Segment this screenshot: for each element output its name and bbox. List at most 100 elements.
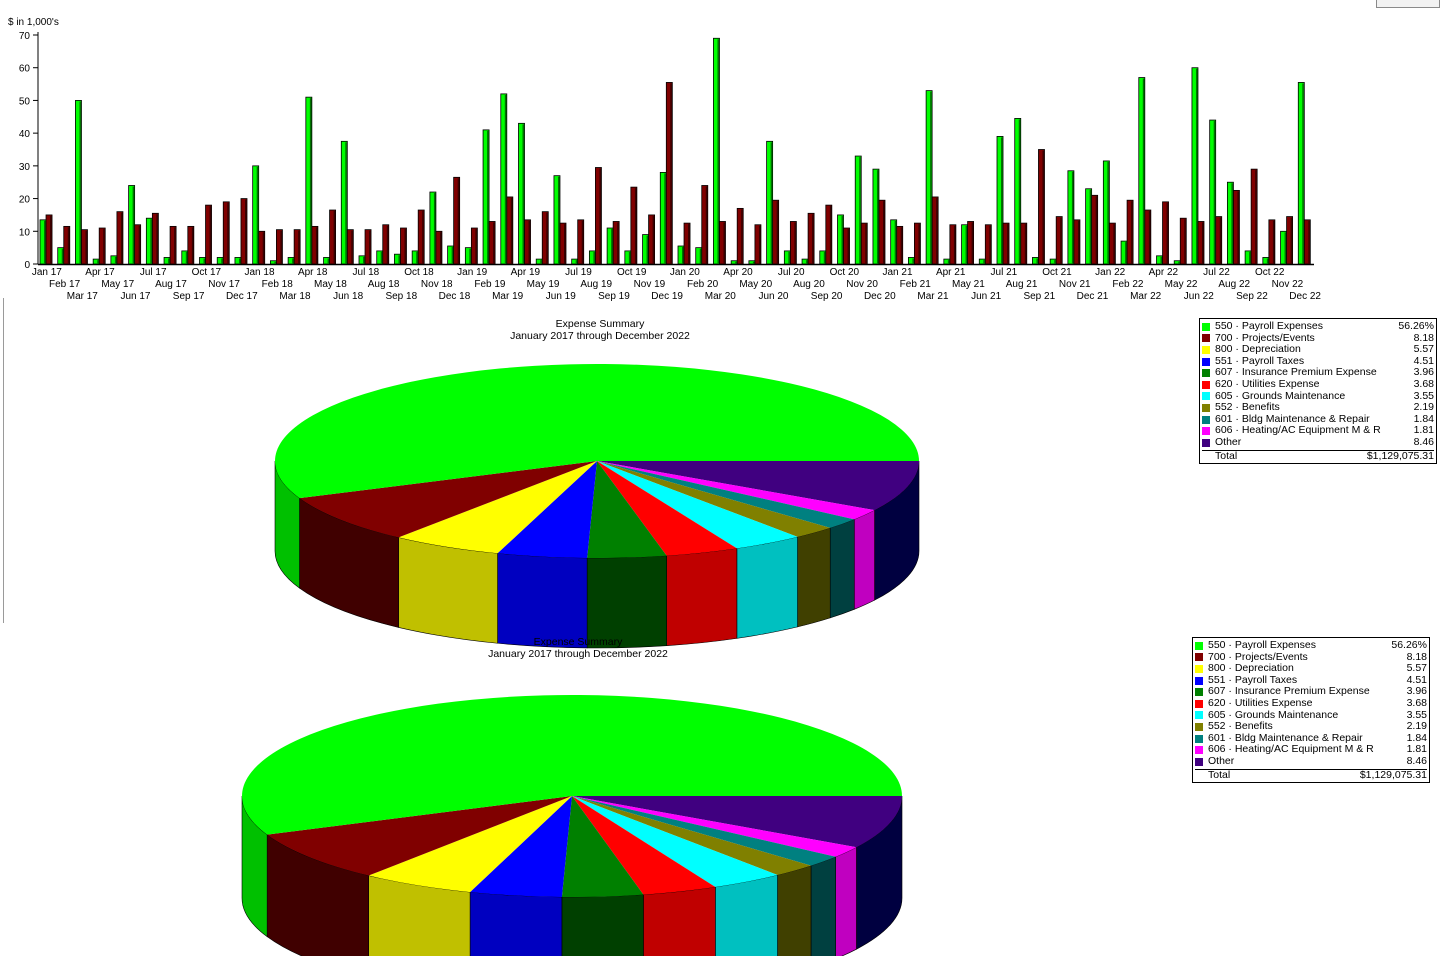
bar-face	[75, 100, 82, 265]
bar-shade	[274, 261, 277, 264]
pie-slice-side	[853, 509, 875, 610]
bar-face	[1215, 216, 1223, 265]
bar	[571, 258, 579, 265]
bar-face	[996, 136, 1004, 265]
bar-face	[754, 224, 762, 265]
bar-shade	[900, 227, 903, 264]
bar-face	[984, 224, 992, 265]
legend-value: 56.26%	[1391, 639, 1427, 651]
x-tick-label: Nov 20	[846, 279, 878, 290]
bar-shade	[628, 251, 631, 264]
bar-face	[701, 185, 709, 265]
legend-swatch	[1195, 676, 1203, 685]
bar-shade	[44, 220, 46, 264]
bar-shade	[688, 224, 690, 264]
legend-swatch	[1195, 711, 1203, 720]
legend-label: 700 · Projects/Events	[1208, 651, 1308, 663]
x-tick-label: Sep 20	[811, 291, 843, 302]
bar	[1014, 118, 1022, 265]
bar	[719, 221, 726, 265]
pie-slice-side	[777, 865, 812, 956]
bar-face	[470, 227, 478, 265]
bar	[163, 257, 171, 265]
legend-label: 551 · Payroll Taxes	[1215, 355, 1305, 367]
legend-total-value: $1,129,075.31	[1366, 449, 1434, 462]
bar-shade	[882, 201, 885, 264]
pie-slice	[597, 461, 875, 520]
bar-shade	[1018, 119, 1021, 265]
bar	[323, 257, 330, 265]
bar-shade	[150, 219, 152, 264]
bar	[713, 37, 720, 265]
bar-shade	[1071, 171, 1074, 264]
bar-shade	[1184, 219, 1186, 264]
bar	[1038, 149, 1045, 265]
bar-shade	[971, 222, 974, 264]
bar-face	[340, 140, 348, 265]
x-tick-label: Dec 22	[1289, 291, 1321, 302]
x-tick-label: May 22	[1165, 279, 1198, 290]
pie-slice	[587, 461, 667, 559]
bar-shade	[646, 235, 649, 264]
bar-shade	[493, 222, 495, 264]
bar-shade	[156, 214, 158, 264]
bar	[116, 211, 124, 265]
bar-shade	[741, 209, 743, 264]
pie-slice	[267, 796, 572, 876]
bar	[205, 204, 212, 265]
legend-label: 601 · Bldg Maintenance & Repair	[1208, 732, 1363, 744]
bar-face	[772, 199, 780, 265]
pie-slice-side	[469, 891, 563, 956]
bar	[553, 175, 561, 265]
x-tick-label: Jun 17	[120, 291, 150, 302]
bar-shade	[1255, 170, 1257, 264]
bar-shade	[930, 91, 932, 264]
pie-2-title-block: Expense Summary January 2017 through Dec…	[418, 636, 738, 660]
bar-shade	[1213, 121, 1216, 264]
toolbar-button-stub[interactable]	[1376, 0, 1440, 8]
x-tick-label: Dec 21	[1077, 291, 1109, 302]
bar	[1262, 257, 1270, 265]
bar	[518, 122, 525, 265]
bar	[464, 247, 472, 265]
bar-shade	[79, 101, 82, 264]
x-tick-label: Jun 18	[333, 291, 363, 302]
x-tick-label: Jan 21	[883, 267, 913, 278]
bar-shade	[1284, 232, 1287, 264]
bar-shade	[351, 230, 353, 264]
bar	[878, 199, 886, 265]
x-tick-label: May 18	[314, 279, 347, 290]
pie-1-title-block: Expense Summary January 2017 through Dec…	[440, 318, 760, 342]
pie-slice-side	[398, 537, 498, 644]
pie-slice-side	[715, 874, 778, 956]
bar	[500, 93, 508, 265]
bar-face	[329, 209, 337, 265]
bar-shade	[965, 225, 968, 264]
bar-shade	[1290, 217, 1293, 264]
bar-shade	[256, 166, 259, 264]
bar-face	[1073, 219, 1081, 265]
legend-label: Other	[1215, 436, 1242, 448]
legend-label: 620 · Utilities Expense	[1208, 697, 1313, 709]
legend-total-label: Total	[1208, 769, 1231, 781]
bar-face	[967, 221, 975, 265]
bar	[801, 258, 809, 265]
bar	[1126, 199, 1134, 265]
bar	[541, 211, 549, 265]
bar-shade	[416, 251, 418, 264]
x-tick-label: Oct 19	[617, 267, 647, 278]
bar-shade	[829, 206, 832, 264]
bar	[181, 250, 189, 265]
bar-face	[949, 224, 957, 265]
bar-face	[789, 221, 797, 265]
legend-label: 551 · Payroll Taxes	[1208, 674, 1298, 686]
legend-swatch	[1202, 403, 1210, 412]
bar-shade	[670, 83, 672, 264]
legend-row: 605 · Grounds Maintenance 3.55	[1195, 709, 1427, 722]
bar-shade	[1219, 217, 1222, 264]
bar-shade	[794, 222, 796, 264]
bar-shade	[469, 248, 471, 264]
x-tick-label: Jul 22	[1203, 267, 1230, 278]
pie-slice	[470, 796, 572, 897]
